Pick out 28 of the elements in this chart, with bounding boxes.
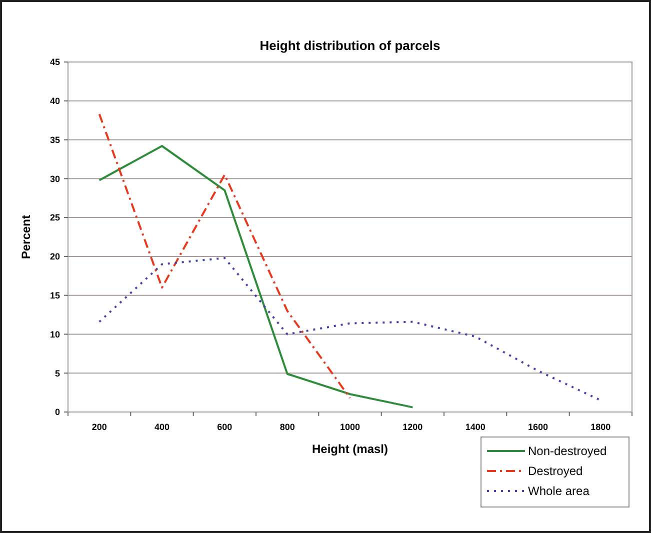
x-tick-label: 1800 xyxy=(590,422,611,432)
y-tick-label: 5 xyxy=(54,368,60,378)
legend-label: Whole area xyxy=(528,484,590,498)
y-tick-label: 45 xyxy=(50,57,60,68)
x-tick-label: 200 xyxy=(92,422,107,432)
x-tick-label: 600 xyxy=(217,422,232,432)
x-tick-label: 1400 xyxy=(465,422,486,432)
y-axis-title: Percent xyxy=(19,214,33,260)
y-tick-label: 0 xyxy=(54,407,60,418)
line-series xyxy=(98,257,602,402)
chart-title: Height distribution of parcels xyxy=(260,38,440,53)
y-tick-label: 35 xyxy=(50,134,60,145)
y-tick-label: 25 xyxy=(50,212,60,223)
y-tick-label: 30 xyxy=(50,174,60,184)
x-tick-label: 1000 xyxy=(340,422,360,432)
line-series xyxy=(98,145,414,408)
y-tick-label: 10 xyxy=(50,329,60,340)
x-axis-title: Height (masl) xyxy=(312,442,388,456)
line-series xyxy=(98,113,351,399)
y-tick-label: 40 xyxy=(50,96,60,106)
x-tick-label: 800 xyxy=(280,422,295,432)
legend-label: Non-destroyed xyxy=(528,444,607,458)
y-tick-label: 15 xyxy=(50,290,60,300)
x-tick-label: 1200 xyxy=(402,422,423,432)
legend-label: Destroyed xyxy=(528,464,583,478)
x-tick-label: 400 xyxy=(154,422,170,432)
y-tick-label: 20 xyxy=(50,252,60,262)
x-tick-label: 1600 xyxy=(528,422,548,432)
